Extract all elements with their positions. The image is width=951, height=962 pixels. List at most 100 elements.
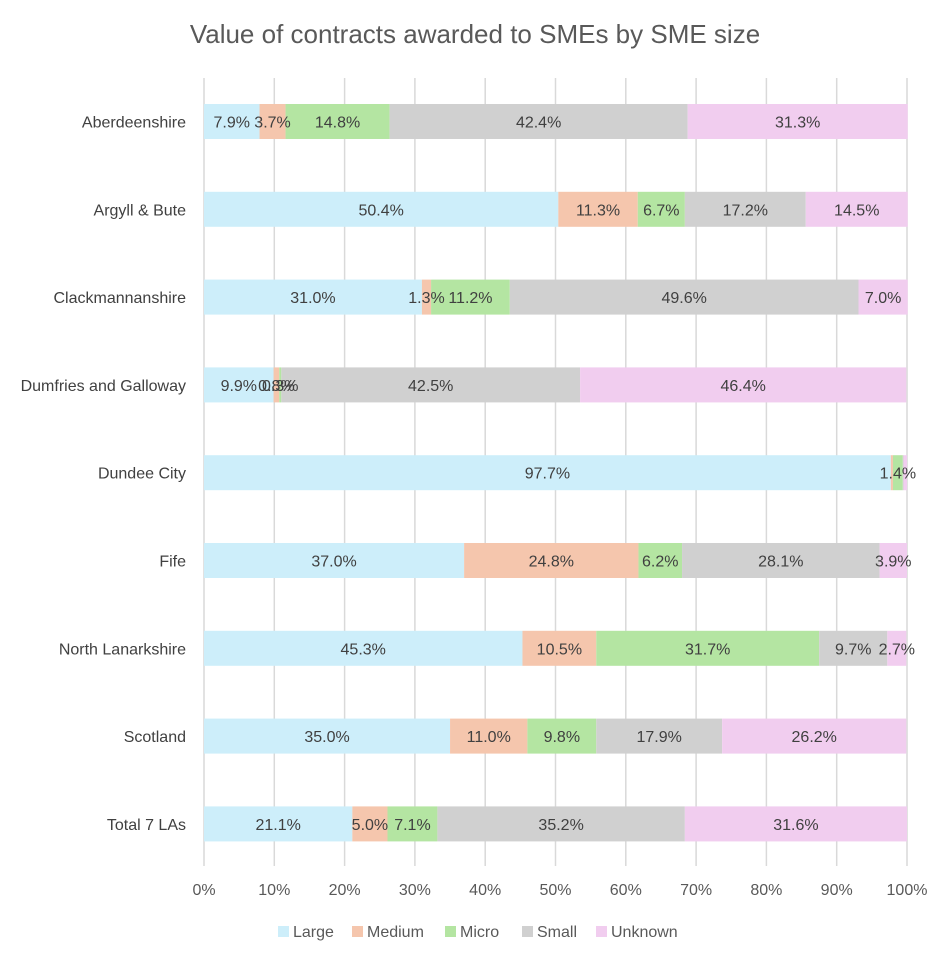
data-label: 9.8% [544,729,580,746]
data-label: 42.4% [516,115,561,132]
bar-unknown [805,191,908,227]
x-tick-label: 90% [821,882,853,899]
legend-item-unknown[interactable]: Unknown [596,924,678,941]
bar-small [902,455,904,491]
data-label: 31.6% [773,817,818,834]
legend-item-small[interactable]: Small [522,924,577,941]
data-label: 14.8% [315,115,360,132]
category-label: Clackmannanshire [53,290,186,307]
data-label: 7.1% [394,817,430,834]
chart-title: Value of contracts awarded to SMEs by SM… [190,19,760,49]
bar-micro [892,455,903,491]
bar-unknown [684,806,907,842]
data-label: 42.5% [408,378,453,395]
category-label: Scotland [124,729,186,746]
bar-micro [638,543,683,578]
bar-small [819,630,888,666]
bar-unknown [580,367,907,403]
data-label: 28.1% [758,554,803,571]
value-axis: 0% 10% 20% 30% 40% 50% 60% 70% 80% 90% 100% [192,882,927,899]
bar-micro [285,104,390,139]
data-label: 17.2% [723,202,768,219]
legend-swatch [522,926,533,937]
data-label: 21.1% [255,817,300,834]
data-label: 46.4% [721,378,766,395]
data-label: 3.9% [875,554,911,571]
data-label: 1.3% [408,290,444,307]
x-tick-label: 20% [329,882,361,899]
x-tick-label: 10% [258,882,290,899]
data-label: 26.2% [792,729,837,746]
category-label: North Lanarkshire [59,641,186,658]
category-label: Fife [159,554,186,571]
x-tick-label: 40% [469,882,501,899]
bar-medium [890,455,893,491]
legend-item-micro[interactable]: Micro [445,924,499,941]
bar-medium [273,367,280,403]
legend-swatch [352,926,363,937]
legend[interactable]: Large Medium Micro Small Unknown [278,924,678,941]
bar-unknown [722,718,907,754]
bar-micro [279,367,282,403]
legend-label: Medium [367,924,424,941]
bar-large [204,455,891,491]
data-label: 45.3% [341,641,386,658]
legend-swatch [278,926,289,937]
data-label: 31.0% [290,290,335,307]
data-label: 31.3% [775,115,820,132]
legend-item-medium[interactable]: Medium [352,924,424,941]
legend-swatch [596,926,607,937]
data-label: 35.0% [304,729,349,746]
data-label: 9.9% [221,378,257,395]
data-label: 0.8% [258,378,294,395]
bars [204,104,908,842]
bar-large [204,191,559,227]
category-label: Aberdeenshire [82,115,186,132]
bar-small [389,104,688,139]
bar-large [204,630,523,666]
bar-medium [558,191,638,227]
data-label: 6.7% [643,202,679,219]
data-label: 3.7% [254,115,290,132]
data-label: 2.7% [879,641,915,658]
bar-small [596,718,723,754]
data-label: 7.0% [865,290,901,307]
legend-item-large[interactable]: Large [278,924,334,941]
bar-unknown [879,543,907,578]
legend-swatch [445,926,456,937]
bar-small [684,191,806,227]
data-label: 10.5% [537,641,582,658]
data-label: 24.8% [529,554,574,571]
x-tick-label: 30% [399,882,431,899]
x-tick-label: 80% [750,882,782,899]
x-tick-label: 50% [539,882,571,899]
bar-unknown [903,455,907,491]
bar-small [281,367,581,403]
data-labels: 7.9% 3.7% 14.8% 42.4% 31.3% 50.4% 11.3% 6.7% 17.… [214,115,917,834]
bar-unknown [858,279,908,315]
x-tick-label: 100% [887,882,928,899]
bar-unknown [687,104,908,139]
data-label: 11.0% [467,729,511,746]
x-tick-label: 70% [680,882,712,899]
bar-small [509,279,859,315]
data-label: 50.4% [358,202,403,219]
data-label: 11.3% [576,202,620,219]
data-label: 37.0% [311,554,356,571]
legend-label: Small [537,924,577,941]
data-label: 31.7% [685,641,730,658]
data-label: 17.9% [637,729,682,746]
bar-medium [464,543,639,578]
bar-medium [352,806,388,842]
data-label: 9.7% [835,641,871,658]
data-label: 5.0% [352,817,388,834]
bar-large [204,543,465,578]
category-label: Dundee City [98,466,186,483]
data-label: 0.3% [262,378,298,395]
bar-large [204,718,451,754]
x-tick-label: 0% [192,882,215,899]
bar-unknown [887,630,907,666]
bar-micro [431,279,510,315]
bar-small [682,543,880,578]
category-label: Total 7 LAs [107,817,186,834]
